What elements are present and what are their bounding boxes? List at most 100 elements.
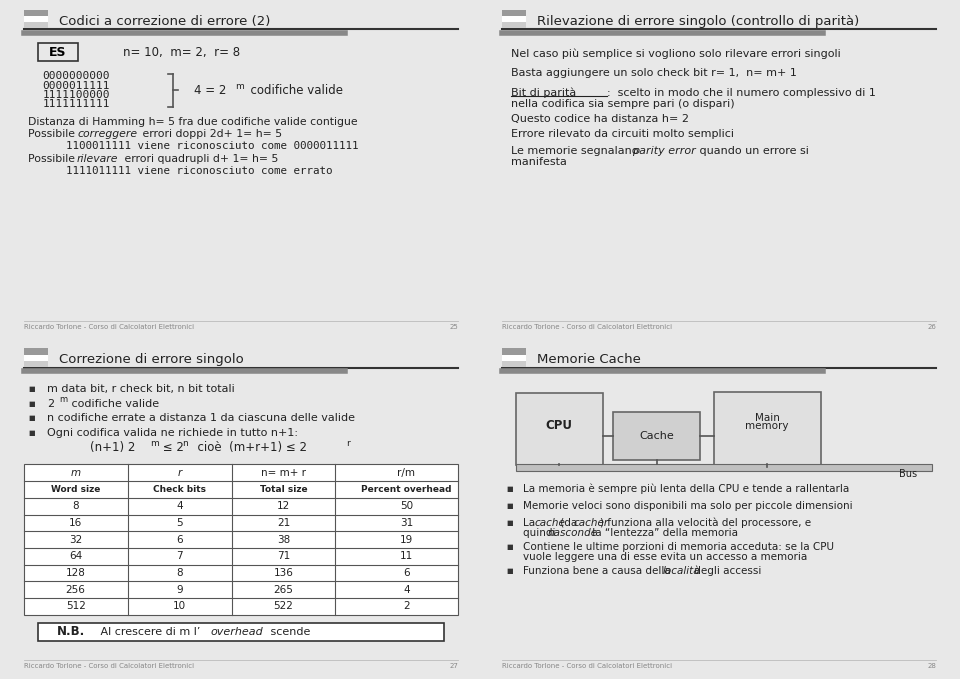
Text: località: località bbox=[662, 566, 700, 576]
Bar bbox=[516, 464, 931, 471]
Text: Memorie veloci sono disponibili ma solo per piccole dimensioni: Memorie veloci sono disponibili ma solo … bbox=[523, 501, 852, 511]
Text: 64: 64 bbox=[69, 551, 83, 562]
Bar bbox=[502, 348, 526, 367]
Text: Riccardo Torlone - Corso di Calcolatori Elettronici: Riccardo Torlone - Corso di Calcolatori … bbox=[502, 325, 672, 331]
Text: ■: ■ bbox=[29, 416, 36, 422]
Bar bbox=[24, 348, 48, 367]
Text: 7: 7 bbox=[177, 551, 183, 562]
Text: ■: ■ bbox=[29, 430, 36, 436]
Bar bbox=[24, 10, 48, 29]
Bar bbox=[502, 10, 526, 29]
Text: 1111011111 viene riconosciuto come errato: 1111011111 viene riconosciuto come errat… bbox=[66, 166, 333, 176]
Bar bbox=[24, 16, 48, 22]
Text: 27: 27 bbox=[449, 663, 458, 669]
Text: Main: Main bbox=[755, 414, 780, 423]
Text: 2: 2 bbox=[47, 399, 55, 409]
Text: 31: 31 bbox=[399, 518, 413, 528]
Bar bbox=[502, 354, 526, 361]
Text: r: r bbox=[178, 468, 181, 478]
Text: Errore rilevato da circuiti molto semplici: Errore rilevato da circuiti molto sempli… bbox=[511, 129, 734, 139]
Bar bbox=[502, 361, 526, 367]
Text: memory: memory bbox=[746, 421, 789, 430]
Text: N.B.: N.B. bbox=[57, 625, 85, 638]
Text: n= m+ r: n= m+ r bbox=[261, 468, 306, 478]
Text: 6: 6 bbox=[403, 568, 410, 578]
Text: n= 10,  m= 2,  r= 8: n= 10, m= 2, r= 8 bbox=[123, 45, 240, 58]
Text: 8: 8 bbox=[72, 501, 79, 511]
Text: 9: 9 bbox=[177, 585, 183, 595]
Text: 256: 256 bbox=[65, 585, 85, 595]
Text: 10: 10 bbox=[173, 602, 186, 612]
Text: Riccardo Torlone - Corso di Calcolatori Elettronici: Riccardo Torlone - Corso di Calcolatori … bbox=[502, 663, 672, 669]
Text: ■: ■ bbox=[29, 386, 36, 392]
Bar bbox=[516, 393, 603, 465]
Text: 522: 522 bbox=[274, 602, 294, 612]
Text: Rilevazione di errore singolo (controllo di parità): Rilevazione di errore singolo (controllo… bbox=[538, 15, 859, 29]
Text: 136: 136 bbox=[274, 568, 294, 578]
Text: Riccardo Torlone - Corso di Calcolatori Elettronici: Riccardo Torlone - Corso di Calcolatori … bbox=[24, 663, 194, 669]
Text: nasconde: nasconde bbox=[547, 528, 598, 538]
Text: 4: 4 bbox=[177, 501, 183, 511]
Text: Funziona bene a causa della: Funziona bene a causa della bbox=[523, 566, 674, 576]
Text: La memoria è sempre più lenta della CPU e tende a rallentarla: La memoria è sempre più lenta della CPU … bbox=[523, 484, 850, 494]
Text: ■: ■ bbox=[507, 568, 513, 574]
Text: Al crescere di m l’: Al crescere di m l’ bbox=[97, 627, 201, 637]
Text: overhead: overhead bbox=[210, 627, 263, 637]
Text: errori quadrupli d+ 1= h= 5: errori quadrupli d+ 1= h= 5 bbox=[121, 153, 278, 164]
Text: ■: ■ bbox=[29, 401, 36, 407]
Text: 50: 50 bbox=[399, 501, 413, 511]
Text: CPU: CPU bbox=[546, 418, 573, 432]
Text: ) funziona alla velocità del processore, e: ) funziona alla velocità del processore,… bbox=[600, 517, 811, 528]
Text: 71: 71 bbox=[276, 551, 290, 562]
Text: 28: 28 bbox=[927, 663, 936, 669]
Bar bbox=[612, 411, 700, 460]
Bar bbox=[24, 464, 458, 614]
Text: Word size: Word size bbox=[51, 485, 101, 494]
Text: 32: 32 bbox=[69, 534, 83, 545]
Text: 11: 11 bbox=[399, 551, 413, 562]
Text: Check bits: Check bits bbox=[153, 485, 206, 494]
Text: correggere: correggere bbox=[77, 130, 137, 139]
Text: 1111111111: 1111111111 bbox=[42, 99, 110, 109]
Text: quando un errore si: quando un errore si bbox=[696, 146, 809, 156]
Text: parity error: parity error bbox=[632, 146, 696, 156]
Text: 12: 12 bbox=[276, 501, 290, 511]
Text: ≤ 2: ≤ 2 bbox=[158, 441, 183, 454]
Text: 5: 5 bbox=[177, 518, 183, 528]
Bar bbox=[502, 22, 526, 29]
Text: n: n bbox=[182, 439, 188, 448]
Text: 1111100000: 1111100000 bbox=[42, 90, 110, 100]
Text: 6: 6 bbox=[177, 534, 183, 545]
Text: r: r bbox=[346, 439, 349, 448]
Text: r/m: r/m bbox=[397, 468, 416, 478]
Text: :  scelto in modo che il numero complessivo di 1: : scelto in modo che il numero complessi… bbox=[607, 88, 876, 98]
Text: Cache: Cache bbox=[639, 430, 674, 441]
Text: 1100011111 viene riconosciuto come 0000011111: 1100011111 viene riconosciuto come 00000… bbox=[66, 141, 359, 151]
Text: ES: ES bbox=[49, 45, 66, 58]
Text: manifesta: manifesta bbox=[511, 157, 567, 167]
Text: (n+1) 2: (n+1) 2 bbox=[90, 441, 135, 454]
Text: 4 = 2: 4 = 2 bbox=[194, 84, 227, 97]
Text: 38: 38 bbox=[276, 534, 290, 545]
Text: m: m bbox=[71, 468, 81, 478]
Text: 16: 16 bbox=[69, 518, 83, 528]
Text: rilevare: rilevare bbox=[77, 153, 119, 164]
Text: 25: 25 bbox=[449, 325, 458, 331]
Text: la “lentezza” della memoria: la “lentezza” della memoria bbox=[589, 528, 738, 538]
Text: m: m bbox=[235, 82, 244, 92]
Bar bbox=[24, 354, 48, 361]
Text: 26: 26 bbox=[927, 325, 936, 331]
Text: Percent overhead: Percent overhead bbox=[361, 485, 451, 494]
Text: La: La bbox=[523, 517, 539, 528]
Text: 512: 512 bbox=[65, 602, 85, 612]
Text: (da: (da bbox=[558, 517, 581, 528]
Bar bbox=[37, 623, 444, 641]
Bar bbox=[24, 22, 48, 29]
Text: m: m bbox=[60, 395, 67, 404]
Text: 0000000000: 0000000000 bbox=[42, 71, 110, 81]
Text: Questo codice ha distanza h= 2: Questo codice ha distanza h= 2 bbox=[511, 113, 689, 124]
Bar bbox=[502, 16, 526, 22]
Text: quindi: quindi bbox=[523, 528, 559, 538]
Text: m: m bbox=[151, 439, 159, 448]
Text: Bit di parità: Bit di parità bbox=[511, 88, 576, 98]
